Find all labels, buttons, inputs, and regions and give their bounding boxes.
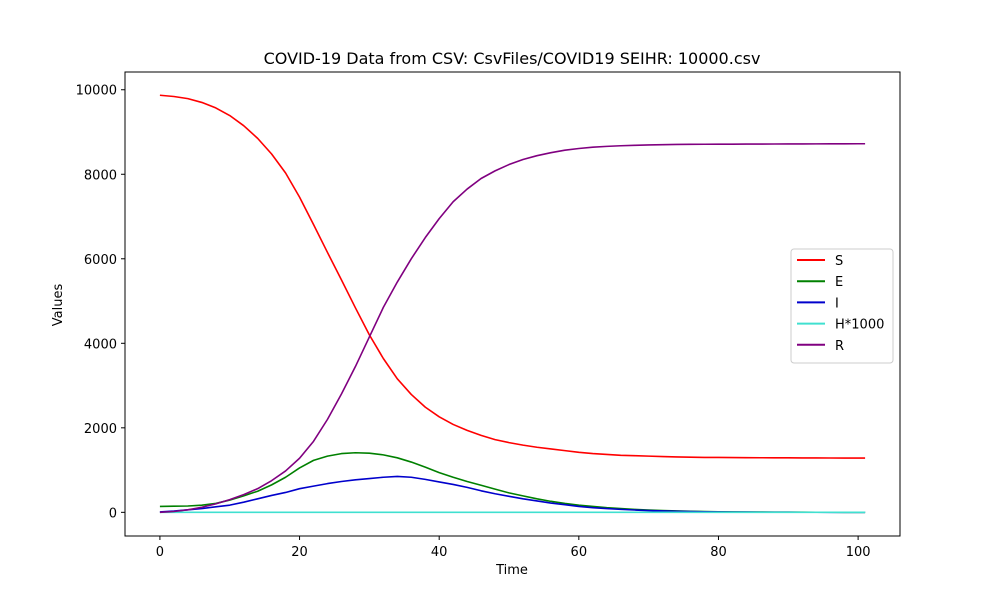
x-tick-label: 40 [431,545,448,560]
x-tick-label: 80 [710,545,727,560]
chart-title: COVID-19 Data from CSV: CsvFiles/COVID19… [264,49,761,68]
x-tick-label: 100 [846,545,871,560]
legend-label: S [835,254,843,269]
legend-label: E [835,275,843,290]
legend-label: I [835,296,839,311]
y-tick-label: 10000 [76,84,117,99]
legend-label: R [835,339,844,354]
axes-frame [124,71,901,537]
y-tick-label: 0 [109,506,117,521]
x-tick-label: 60 [571,545,588,560]
plot-area [124,71,901,537]
y-axis: 0 2000 4000 6000 8000 10000 [76,84,125,521]
x-tick-label: 20 [291,545,308,560]
y-tick-label: 6000 [84,253,117,268]
y-tick-label: 8000 [84,168,117,183]
legend-frame [790,248,894,364]
series-line-r [159,142,866,514]
legend-label: H*1000 [835,318,884,333]
series-line-s [159,94,866,459]
y-tick-label: 4000 [84,337,117,352]
legend: SEI H*1000 R [790,248,894,364]
x-axis: 0 20 40 60 80 100 [156,536,871,560]
y-tick-label: 2000 [84,422,117,437]
y-axis-label: Values [51,284,66,327]
x-tick-label: 0 [156,545,164,560]
x-axis-label: Time [495,563,528,578]
